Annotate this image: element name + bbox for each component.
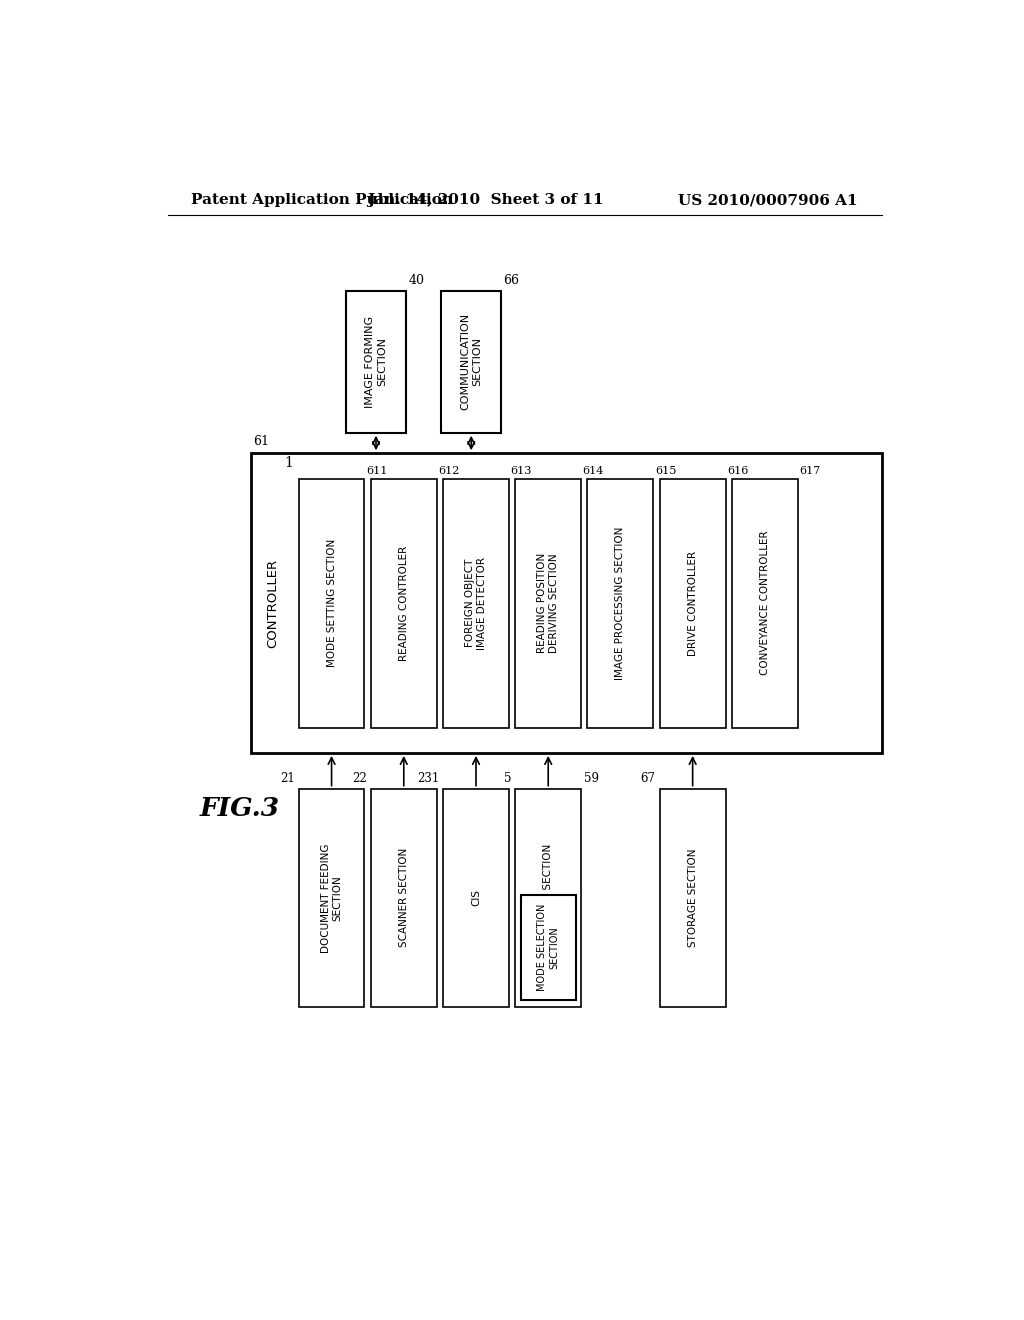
Text: 611: 611 <box>367 466 387 475</box>
Text: 617: 617 <box>800 466 820 475</box>
Bar <box>441 290 501 433</box>
Text: MODE SELECTION
SECTION: MODE SELECTION SECTION <box>538 904 559 991</box>
Text: CIS: CIS <box>471 890 481 907</box>
Bar <box>299 479 365 727</box>
Text: IMAGE PROCESSING SECTION: IMAGE PROCESSING SECTION <box>615 527 626 680</box>
Bar <box>659 788 726 1007</box>
Text: 67: 67 <box>641 771 655 784</box>
Text: 231: 231 <box>417 771 439 784</box>
Text: 40: 40 <box>409 275 424 288</box>
Text: 612: 612 <box>438 466 460 475</box>
Text: 61: 61 <box>253 436 269 447</box>
Text: 615: 615 <box>655 466 676 475</box>
Text: US 2010/0007906 A1: US 2010/0007906 A1 <box>679 193 858 207</box>
Text: Jan. 14, 2010  Sheet 3 of 11: Jan. 14, 2010 Sheet 3 of 11 <box>367 193 603 207</box>
Text: 616: 616 <box>727 466 749 475</box>
Text: 66: 66 <box>504 275 519 288</box>
Text: 5: 5 <box>504 771 511 784</box>
Bar <box>443 479 509 727</box>
Text: FIG.3: FIG.3 <box>200 796 280 821</box>
Bar <box>659 479 726 727</box>
Text: 21: 21 <box>280 771 295 784</box>
Text: 59: 59 <box>584 771 598 784</box>
Text: FOREIGN OBJECT
IMAGE DETECTOR: FOREIGN OBJECT IMAGE DETECTOR <box>465 557 486 649</box>
Text: 614: 614 <box>583 466 604 475</box>
Bar <box>299 788 365 1007</box>
Bar <box>371 788 436 1007</box>
Bar <box>371 479 436 727</box>
Text: SCANNER SECTION: SCANNER SECTION <box>398 849 409 948</box>
Text: CONTROLLER: CONTROLLER <box>266 558 280 648</box>
Text: 613: 613 <box>511 466 531 475</box>
Text: Patent Application Publication: Patent Application Publication <box>191 193 454 207</box>
Text: OPERATING SECTION: OPERATING SECTION <box>543 843 553 952</box>
Text: STORAGE SECTION: STORAGE SECTION <box>688 849 697 946</box>
Text: 22: 22 <box>352 771 367 784</box>
Text: DRIVE CONTROLLER: DRIVE CONTROLLER <box>688 550 697 656</box>
Text: COMMUNICATION
SECTION: COMMUNICATION SECTION <box>461 313 482 411</box>
Bar <box>521 895 575 1001</box>
Text: CONVEYANCE CONTROLLER: CONVEYANCE CONTROLLER <box>760 531 770 676</box>
Bar <box>588 479 653 727</box>
FancyArrowPatch shape <box>289 475 303 490</box>
Bar <box>443 788 509 1007</box>
Bar <box>732 479 798 727</box>
Text: READING CONTROLER: READING CONTROLER <box>398 545 409 661</box>
Text: 1: 1 <box>285 457 294 470</box>
Text: READING POSITION
DERIVING SECTION: READING POSITION DERIVING SECTION <box>538 553 559 653</box>
Bar <box>515 788 582 1007</box>
Bar <box>251 453 882 752</box>
Text: IMAGE FORMING
SECTION: IMAGE FORMING SECTION <box>366 315 387 408</box>
Bar <box>515 479 582 727</box>
Bar <box>346 290 406 433</box>
Text: MODE SETTING SECTION: MODE SETTING SECTION <box>327 539 337 667</box>
Text: DOCUMENT FEEDING
SECTION: DOCUMENT FEEDING SECTION <box>321 843 342 953</box>
